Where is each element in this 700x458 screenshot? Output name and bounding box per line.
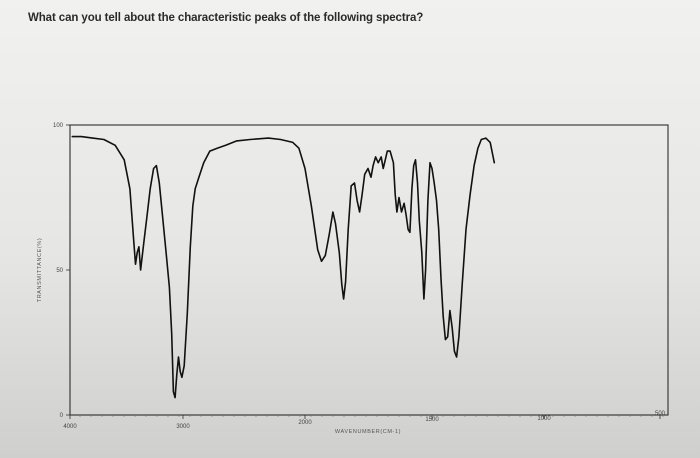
y-axis-title: TRANSMITTANCE(%) [37,238,43,303]
spectrum-line [71,135,496,399]
x-tick-label: 2000 [298,420,312,426]
x-axis-title: WAVENUMBER(CM-1) [335,429,401,435]
x-tick-label: 500 [655,411,666,417]
question-text: What can you tell about the characterist… [28,12,424,24]
plot-frame [69,124,669,416]
x-axis: 4000 3000 2000 1500 1000 500 [63,411,665,430]
y-axis: 100 50 0 [53,123,70,419]
x-tick-label: 1500 [425,417,439,423]
x-tick-label: 3000 [176,424,190,430]
y-tick-label: 0 [60,413,64,419]
x-tick-label: 1000 [537,416,551,422]
x-tick-label: 4000 [63,424,77,430]
y-tick-label: 50 [56,268,63,274]
y-tick-label: 100 [53,123,64,129]
